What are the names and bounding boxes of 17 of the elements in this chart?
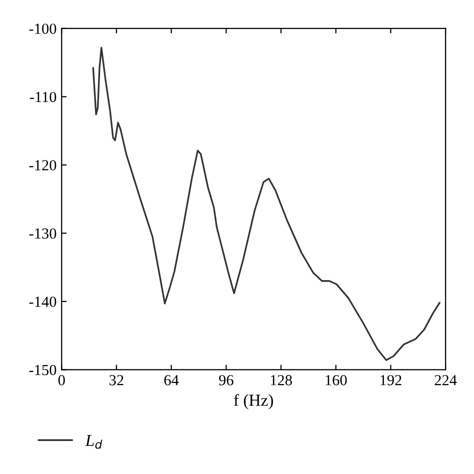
y-tick-label: -150	[29, 364, 56, 376]
y-tick-label: -100	[29, 24, 56, 34]
y-tick-label: -140	[29, 296, 56, 307]
x-tick-label: 128	[270, 375, 292, 386]
x-tick-label: 224	[434, 375, 457, 386]
legend-label: L$_{d}$	[85, 434, 102, 449]
x-tick-label: 160	[326, 375, 347, 386]
y-tick-label: -120	[29, 160, 56, 170]
line-series	[92, 46, 440, 361]
x-tick-label: 64	[164, 375, 179, 386]
y-tick-label: -110	[30, 92, 56, 102]
x-tick-label: 192	[380, 375, 402, 386]
x-axis-title: f (Hz)	[234, 394, 273, 410]
y-tick-label: -130	[29, 228, 56, 239]
x-tick-label: 96	[219, 375, 234, 386]
x-tick-label: 0	[58, 375, 65, 386]
x-tick-label: 32	[110, 375, 124, 386]
